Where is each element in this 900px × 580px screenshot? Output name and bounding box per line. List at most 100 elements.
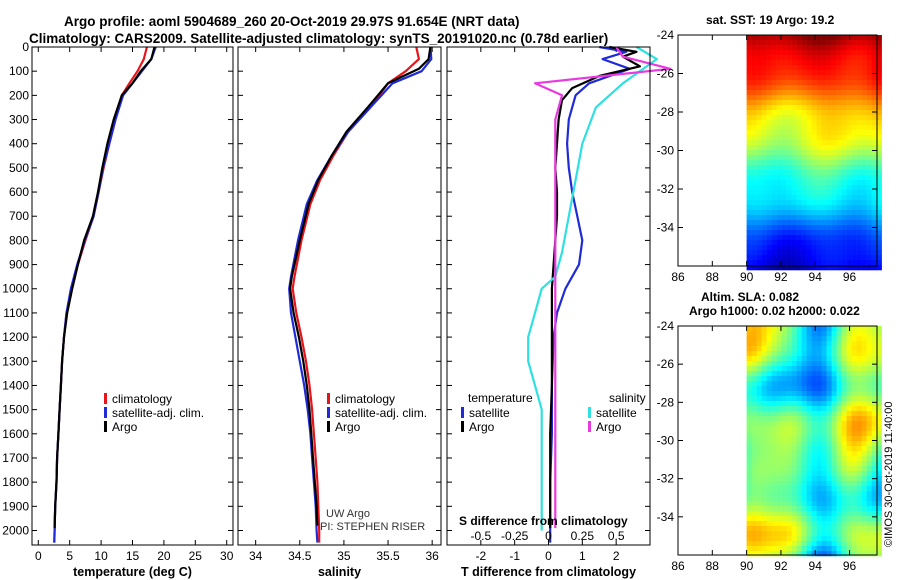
map-cell: [761, 180, 767, 186]
map-cell: [846, 421, 852, 427]
map-cell: [746, 210, 752, 216]
map-cell: [816, 551, 822, 557]
map-cell: [821, 55, 827, 61]
map-cell: [851, 70, 857, 76]
map-cell: [831, 40, 837, 46]
map-cell: [786, 265, 792, 271]
map-cell: [791, 526, 797, 532]
map-cell: [876, 60, 882, 66]
map-cell: [751, 190, 757, 196]
map-cell: [866, 396, 872, 402]
map-cell: [846, 451, 852, 457]
map-cell: [761, 90, 767, 96]
map-cell: [806, 341, 812, 347]
map-cell: [746, 235, 752, 241]
map-cell: [856, 190, 862, 196]
lon-tick-label: 96: [843, 559, 857, 573]
map-cell: [791, 260, 797, 266]
map-cell: [801, 326, 807, 332]
depth-tick-label: 1800: [2, 475, 29, 489]
map-cell: [841, 366, 847, 372]
map-cell: [786, 506, 792, 512]
map-cell: [801, 351, 807, 357]
map-cell: [811, 356, 817, 362]
map-cell: [771, 426, 777, 432]
map-cell: [791, 80, 797, 86]
map-cell: [781, 70, 787, 76]
map-cell: [776, 381, 782, 387]
map-cell: [826, 75, 832, 81]
map-cell: [806, 431, 812, 437]
map-cell: [751, 55, 757, 61]
map-cell: [871, 351, 877, 357]
map-cell: [871, 180, 877, 186]
map-cell: [846, 336, 852, 342]
map-cell: [856, 426, 862, 432]
map-cell: [781, 386, 787, 392]
map-cell: [761, 210, 767, 216]
map-cell: [791, 150, 797, 156]
map-cell: [856, 351, 862, 357]
map-cell: [826, 80, 832, 86]
map-cell: [766, 366, 772, 372]
map-cell: [876, 516, 882, 522]
map-cell: [761, 376, 767, 382]
map-cell: [761, 481, 767, 487]
map-cell: [761, 55, 767, 61]
map-cell: [826, 351, 832, 357]
map-cell: [781, 356, 787, 362]
map-cell: [876, 35, 882, 41]
map-cell: [781, 245, 787, 251]
map-cell: [781, 250, 787, 256]
map-cell: [856, 160, 862, 166]
x-tick-label: 35: [337, 549, 351, 563]
map-cell: [756, 346, 762, 352]
map-cell: [821, 526, 827, 532]
map-cell: [751, 165, 757, 171]
map-cell: [871, 195, 877, 201]
map-cell: [831, 451, 837, 457]
map-cell: [821, 531, 827, 537]
map-cell: [751, 471, 757, 477]
map-cell: [816, 411, 822, 417]
map-cell: [801, 466, 807, 472]
map-cell: [866, 531, 872, 537]
map-cell: [826, 491, 832, 497]
map-cell: [791, 195, 797, 201]
map-cell: [771, 65, 777, 71]
map-cell: [836, 531, 842, 537]
map-cell: [751, 441, 757, 447]
map-cell: [786, 35, 792, 41]
map-cell: [836, 466, 842, 472]
map-cell: [876, 50, 882, 56]
map-cell: [816, 255, 822, 261]
map-cell: [746, 115, 752, 121]
map-cell: [861, 85, 867, 91]
map-cell: [776, 130, 782, 136]
map-cell: [766, 165, 772, 171]
legend-label-argo: Argo: [335, 420, 361, 434]
map-cell: [821, 551, 827, 557]
legend-swatch-climatology: [104, 393, 107, 404]
map-cell: [806, 235, 812, 241]
map-cell: [836, 120, 842, 126]
map-cell: [811, 100, 817, 106]
map-cell: [776, 501, 782, 507]
map-cell: [746, 165, 752, 171]
map-cell: [776, 471, 782, 477]
map-cell: [761, 436, 767, 442]
map-cell: [776, 235, 782, 241]
lat-tick-label: -26: [657, 67, 675, 81]
map-cell: [826, 416, 832, 422]
map-cell: [751, 426, 757, 432]
map-cell: [846, 476, 852, 482]
map-cell: [811, 411, 817, 417]
map-cell: [781, 225, 787, 231]
map-cell: [876, 411, 882, 417]
map-cell: [841, 120, 847, 126]
map-cell: [751, 516, 757, 522]
map-cell: [846, 105, 852, 111]
map-cell: [811, 416, 817, 422]
map-cell: [846, 386, 852, 392]
map-cell: [781, 396, 787, 402]
